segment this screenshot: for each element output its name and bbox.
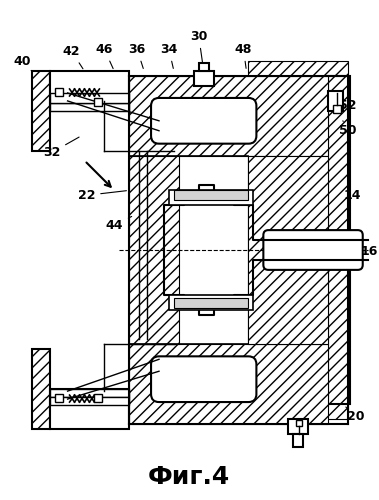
Text: 46: 46 (96, 43, 113, 68)
Bar (50, 397, 129, 405)
Text: 30: 30 (190, 30, 207, 68)
Bar (174, 298, 249, 308)
FancyBboxPatch shape (151, 356, 257, 402)
Bar (32, 350, 50, 429)
Bar (296, 420, 302, 426)
Text: 14: 14 (344, 189, 362, 202)
Bar (293, 434, 303, 447)
Text: 52: 52 (339, 93, 357, 112)
Bar (169, 294, 254, 310)
Bar (333, 105, 341, 113)
Text: 34: 34 (160, 43, 178, 68)
Text: 36: 36 (128, 43, 146, 68)
Bar (50, 389, 129, 429)
Bar (50, 93, 129, 103)
Bar (50, 71, 129, 111)
Bar (328, 76, 350, 404)
Bar (174, 190, 249, 200)
Bar (288, 419, 308, 434)
Text: 40: 40 (13, 54, 32, 71)
Text: 32: 32 (43, 137, 79, 159)
Bar (328, 91, 343, 111)
Bar (129, 156, 179, 344)
Bar (169, 190, 254, 206)
Text: 42: 42 (63, 44, 83, 69)
Bar (94, 394, 102, 402)
Bar (50, 103, 129, 111)
Text: Фиг.4: Фиг.4 (148, 464, 230, 488)
Text: 48: 48 (235, 43, 252, 68)
Bar (199, 63, 209, 71)
Bar (249, 156, 328, 344)
Bar (129, 76, 328, 156)
Text: 22: 22 (78, 189, 127, 202)
Text: 16: 16 (358, 246, 378, 258)
Bar (94, 98, 102, 106)
Text: 20: 20 (346, 407, 365, 424)
Bar (194, 71, 214, 86)
Bar (55, 394, 63, 402)
FancyBboxPatch shape (151, 98, 257, 144)
Bar (249, 61, 348, 419)
Bar (129, 344, 328, 424)
Text: 44: 44 (105, 216, 132, 232)
Bar (55, 88, 63, 96)
Text: 50: 50 (339, 121, 357, 137)
Bar (32, 71, 50, 150)
FancyBboxPatch shape (263, 230, 363, 270)
Bar (50, 389, 129, 397)
